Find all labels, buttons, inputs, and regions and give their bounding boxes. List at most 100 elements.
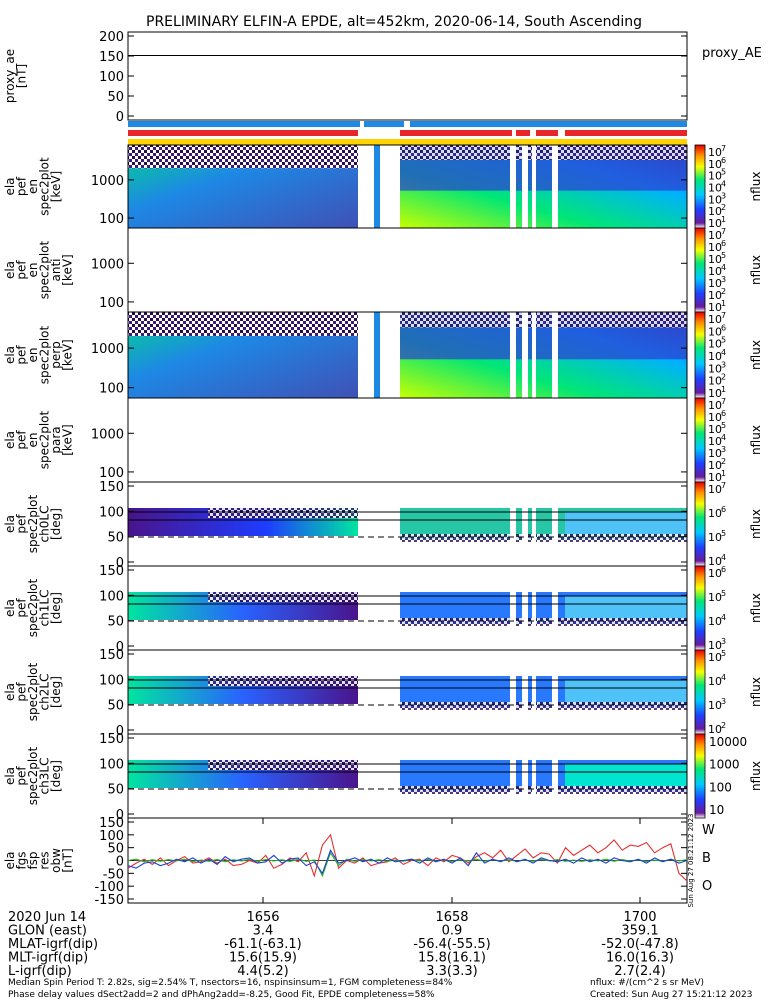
series-line-o [127, 848, 688, 875]
y-tick-label: 100 [99, 505, 124, 520]
figure-title: PRELIMINARY ELFIN-A EPDE, alt=452km, 202… [146, 14, 642, 30]
panel-proxy_ae: 200 150 100 50 0 proxy_ae[nT] proxy_AE [3, 30, 762, 125]
footer-row-value: 359.1 [621, 924, 658, 939]
y-tick-label: 0 [116, 855, 124, 870]
y-axis-label: res [38, 851, 52, 869]
y-axis-label: ela [3, 767, 17, 785]
y-axis-label: ch3LC [38, 758, 52, 795]
colorbar-tick-exponent: 3 [721, 275, 726, 284]
colorbar-tick-exponent: 3 [721, 360, 726, 369]
colorbar-tick-label: 100 [709, 780, 732, 794]
data-gap [532, 145, 536, 228]
footer-created: Created: Sun Aug 27 15:21:12 2023 [590, 990, 752, 1000]
pa-noise [208, 508, 358, 518]
data-gap [382, 145, 400, 228]
data-gap [358, 312, 362, 398]
status-bar-blue [364, 121, 404, 127]
panel-frame [127, 31, 688, 121]
y-axis-label: spec2plot [38, 240, 52, 299]
colorbar-tick-label: 10 [708, 531, 722, 544]
pa-noise [400, 618, 687, 626]
colorbar-tick-label: 10 [708, 411, 722, 424]
status-bar-red [128, 130, 358, 136]
colorbar-tick-exponent: 5 [721, 421, 726, 430]
y-axis-label: ch1LC [38, 590, 52, 627]
colorbar-tick-exponent: 2 [721, 721, 726, 730]
footer-note: Phase delay values dSect2add=2 and dPhAn… [8, 990, 435, 1000]
y-axis-label: [deg] [49, 760, 63, 792]
y-tick-label: 200 [99, 30, 124, 45]
colorbar-tick-exponent: 4 [721, 673, 726, 682]
y-tick-label: 50 [107, 531, 124, 546]
data-gap [374, 568, 380, 648]
colorbar-tick-exponent: 4 [721, 613, 726, 622]
footer-row-value: 1656 [246, 910, 279, 925]
colorbar-tick-label: 10000 [709, 735, 747, 749]
data-gap [510, 736, 516, 816]
status-bar-red [516, 130, 530, 136]
pa-noise [400, 534, 687, 542]
colorbar-tick-exponent: 2 [721, 287, 726, 296]
footer-row-label: 2020 Jun 14 [8, 910, 86, 925]
y-tick-label: -150 [94, 893, 124, 908]
colorbar [694, 144, 706, 229]
colorbar-tick-label: 10 [708, 229, 722, 242]
y-axis-label: [deg] [49, 508, 63, 540]
data-gap [532, 736, 536, 816]
pa-noise [208, 676, 358, 686]
colorbar-tick-label: 10 [708, 289, 722, 302]
data-gap [374, 736, 380, 816]
panel-right-label: proxy_AE [702, 46, 762, 61]
data-gap [552, 568, 558, 648]
data-gap [510, 652, 516, 732]
y-tick-label: 0 [116, 110, 124, 125]
colorbar-tick-label: 10 [708, 182, 722, 195]
y-tick-label: 1000 [91, 342, 124, 357]
data-gap [532, 312, 536, 398]
colorbar-label: nflux [749, 593, 763, 623]
y-axis-label: en [26, 179, 40, 194]
colorbar-tick-exponent: 7 [721, 397, 726, 406]
data-gap [358, 568, 362, 648]
spectrogram-noise [400, 145, 687, 160]
data-gap [522, 484, 528, 564]
colorbar-tick-label: 10 [708, 507, 722, 520]
timestamp-stamp: Sun Aug 27 08:21:12 2023 [687, 813, 695, 907]
colorbar-tick-label: 10 [708, 423, 722, 436]
colorbar-tick-exponent: 6 [721, 239, 726, 248]
colorbar-tick-exponent: 6 [721, 156, 726, 165]
y-tick-label: 100 [99, 466, 124, 481]
status-bars [128, 121, 687, 145]
colorbar-tick-exponent: 1 [721, 215, 726, 224]
y-axis-label: spec2plot [38, 325, 52, 384]
y-tick-label: 100 [99, 757, 124, 772]
data-gap [522, 736, 528, 816]
colorbar-tick-exponent: 4 [721, 263, 726, 272]
y-tick-label: 1000 [91, 427, 124, 442]
y-axis-label: ch2LC [38, 674, 52, 711]
colorbar-tick-exponent: 7 [721, 144, 726, 153]
colorbar-tick-exponent: 2 [721, 373, 726, 382]
y-tick-label: 150 [99, 816, 124, 831]
y-axis-label: obw [49, 848, 63, 873]
colorbar-tick-exponent: 3 [721, 445, 726, 454]
y-tick-label: 100 [99, 296, 124, 311]
footer-row-value: 16.0(16.3) [606, 951, 674, 966]
data-gap [522, 312, 528, 398]
panel-frame [127, 397, 688, 483]
y-tick-label: 100 [99, 212, 124, 227]
footer-row-value: 3.3(3.3) [426, 964, 478, 979]
colorbar-tick-exponent: 5 [721, 589, 726, 598]
colorbar-tick-label: 10 [708, 146, 722, 159]
colorbar-tick-label: 10 [708, 313, 722, 326]
colorbar-tick-label: 10 [708, 723, 722, 736]
y-axis-label: pef [15, 682, 29, 702]
y-tick-label: 150 [99, 564, 124, 579]
y-axis-label: pef [15, 598, 29, 618]
y-tick-label: 100 [99, 589, 124, 604]
colorbar-tick-exponent: 6 [721, 505, 726, 514]
